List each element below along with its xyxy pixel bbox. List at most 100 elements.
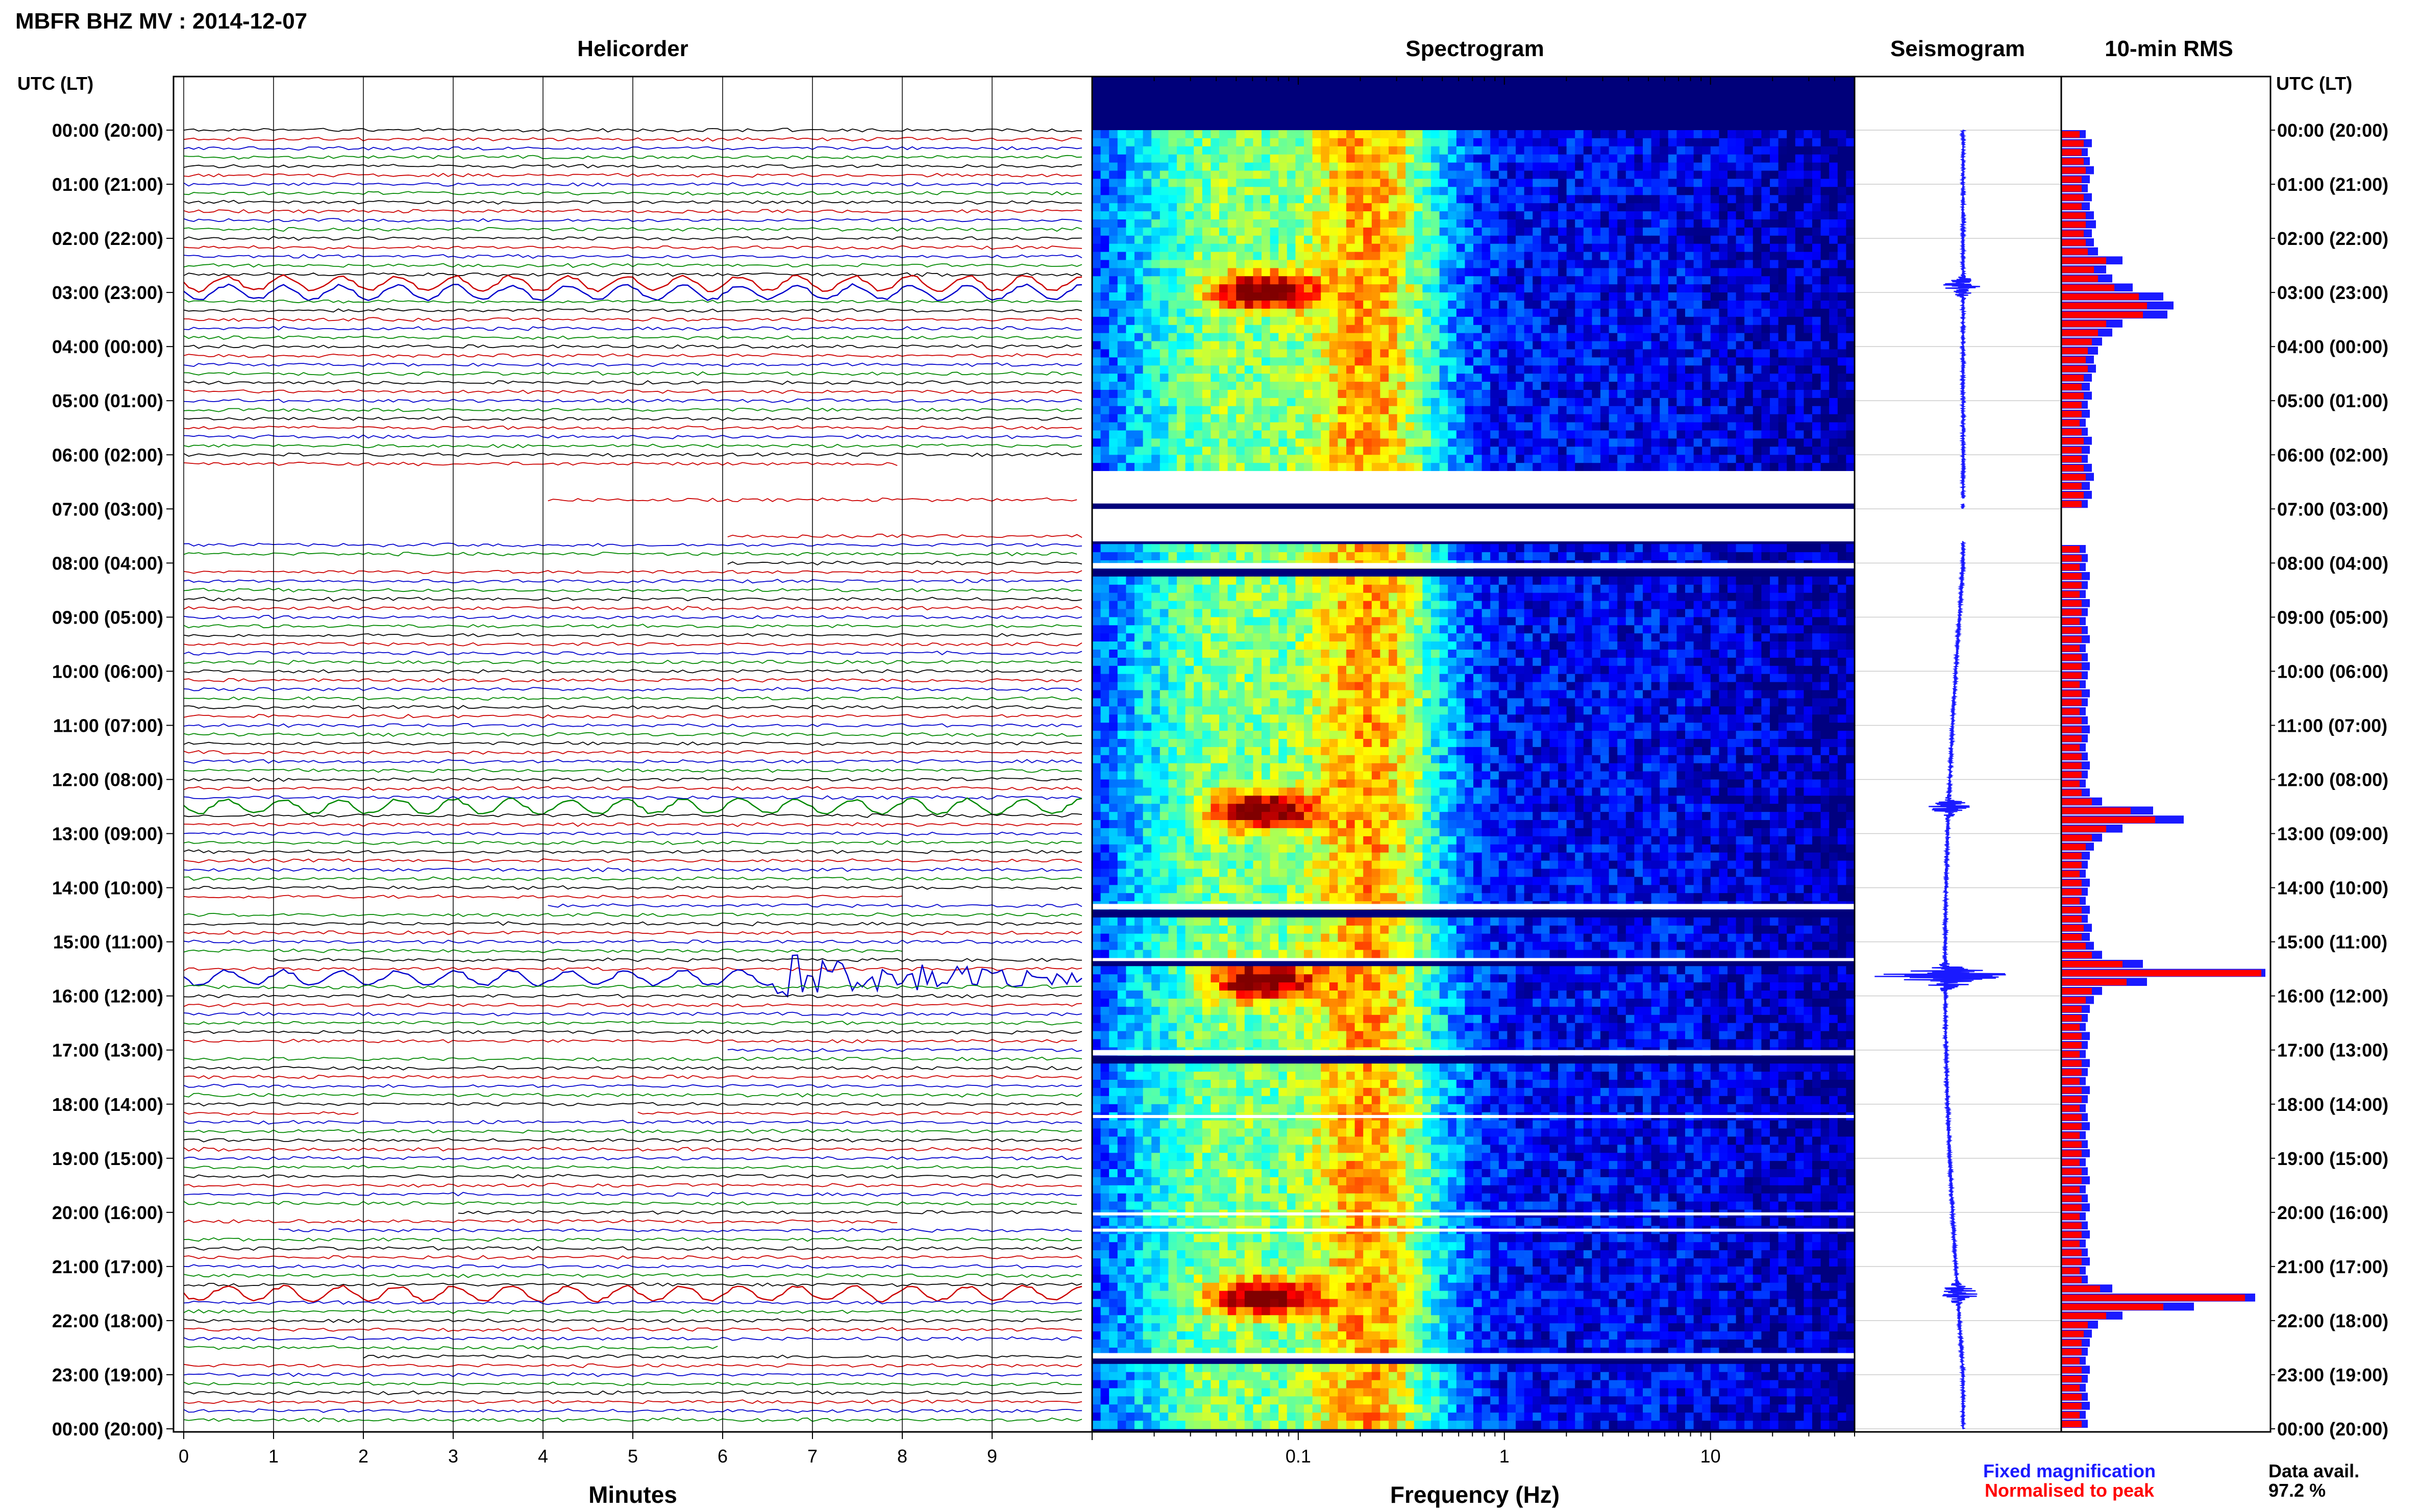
spectrogram-cell bbox=[1600, 609, 1610, 617]
spectrogram-cell bbox=[1795, 187, 1804, 195]
spectrogram-cell bbox=[1456, 544, 1465, 553]
spectrogram-cell bbox=[1312, 641, 1321, 650]
spectrogram-cell bbox=[1278, 179, 1288, 187]
spectrogram-cell bbox=[1787, 422, 1796, 431]
spectrogram-cell bbox=[1414, 398, 1423, 407]
spectrogram-cell bbox=[1405, 284, 1415, 293]
spectrogram-cell bbox=[1295, 374, 1304, 382]
spectrogram-cell bbox=[1177, 195, 1186, 204]
spectrogram-cell bbox=[1812, 455, 1821, 463]
spectrogram-cell bbox=[1168, 260, 1177, 268]
spectrogram-cell bbox=[1804, 406, 1813, 415]
spectrogram-cell bbox=[1397, 625, 1406, 634]
spectrogram-cell bbox=[1490, 422, 1499, 431]
spectrogram-cell bbox=[1829, 301, 1838, 309]
spectrogram-cell bbox=[1380, 382, 1389, 390]
spectrogram-cell bbox=[1389, 414, 1398, 423]
spectrogram-cell bbox=[1185, 657, 1194, 666]
spectrogram-cell bbox=[1143, 301, 1152, 309]
spectrogram-cell bbox=[1177, 406, 1186, 415]
spectrogram-cell bbox=[1668, 308, 1677, 317]
spectrogram-cell bbox=[1219, 406, 1228, 415]
spectrogram-cell bbox=[1507, 195, 1516, 204]
spectrogram-cell bbox=[1778, 349, 1787, 358]
spectrogram-cell bbox=[1804, 382, 1813, 390]
spectrogram-cell bbox=[1795, 170, 1804, 179]
spectrogram-cell bbox=[1143, 243, 1152, 253]
spectrogram-cell bbox=[1685, 162, 1694, 171]
spectrogram-cell bbox=[1262, 130, 1271, 139]
spectrogram-cell bbox=[1533, 552, 1542, 561]
spectrogram-cell bbox=[1456, 333, 1465, 342]
spectrogram-cell bbox=[1498, 195, 1508, 204]
spectrogram-cell bbox=[1143, 333, 1152, 342]
spectrogram-cell bbox=[1168, 227, 1177, 236]
spectrogram-cell bbox=[1600, 357, 1610, 366]
spectrogram-cell bbox=[1583, 219, 1592, 228]
spectrogram-cell bbox=[1617, 170, 1626, 179]
spectrogram-cell bbox=[1194, 657, 1203, 666]
spectrogram-cell bbox=[1829, 414, 1838, 423]
spectrogram-cell bbox=[1719, 349, 1728, 358]
spectrogram-cell bbox=[1558, 430, 1567, 439]
spectrogram-cell bbox=[1202, 252, 1211, 261]
spectrogram-cell bbox=[1397, 162, 1406, 171]
spectrogram-cell bbox=[1558, 414, 1567, 423]
spectrogram-cell bbox=[1668, 211, 1677, 220]
spectrogram-cell bbox=[1516, 576, 1525, 585]
spectrogram-cell bbox=[1829, 422, 1838, 431]
spectrogram-cell bbox=[1134, 552, 1144, 561]
spectrogram-cell bbox=[1244, 455, 1253, 463]
spectrogram-cell bbox=[1465, 243, 1474, 253]
spectrogram-cell bbox=[1829, 235, 1838, 244]
spectrogram-cell bbox=[1592, 544, 1601, 553]
spectrogram-cell bbox=[1278, 292, 1288, 301]
spectrogram-cell bbox=[1448, 252, 1457, 261]
spectrogram-cell bbox=[1482, 398, 1491, 407]
spectrogram-cell bbox=[1507, 617, 1516, 626]
spectrogram-cell bbox=[1329, 617, 1338, 626]
spectrogram-cell bbox=[1456, 187, 1465, 195]
spectrogram-cell bbox=[1126, 617, 1135, 626]
spectrogram-cell bbox=[1100, 268, 1109, 277]
spectrogram-cell bbox=[1227, 146, 1237, 155]
spectrogram-cell bbox=[1752, 308, 1762, 317]
spectrogram-cell bbox=[1575, 609, 1584, 617]
spectrogram-cell bbox=[1363, 374, 1372, 382]
spectrogram-cell bbox=[1287, 650, 1296, 658]
spectrogram-cell bbox=[1676, 390, 1686, 399]
spectrogram-cell bbox=[1727, 365, 1737, 374]
spectrogram-cell bbox=[1380, 308, 1389, 317]
spectrogram-cell bbox=[1363, 633, 1372, 642]
spectrogram-cell bbox=[1702, 211, 1711, 220]
spectrogram-cell bbox=[1507, 463, 1516, 472]
spectrogram-cell bbox=[1549, 584, 1559, 593]
spectrogram-cell bbox=[1456, 170, 1465, 179]
spectrogram-cell bbox=[1109, 138, 1118, 147]
spectrogram-cell bbox=[1482, 235, 1491, 244]
spectrogram-cell bbox=[1643, 357, 1652, 366]
spectrogram-cell bbox=[1804, 463, 1813, 472]
spectrogram-cell bbox=[1100, 584, 1109, 593]
spectrogram-cell bbox=[1693, 576, 1702, 585]
spectrogram-cell bbox=[1227, 398, 1237, 407]
spectrogram-cell bbox=[1465, 584, 1474, 593]
spectrogram-cell bbox=[1820, 187, 1830, 195]
spectrogram-cell bbox=[1516, 219, 1525, 228]
spectrogram-cell bbox=[1262, 341, 1271, 350]
spectrogram-cell bbox=[1287, 138, 1296, 147]
spectrogram-cell bbox=[1736, 154, 1745, 163]
spectrogram-cell bbox=[1092, 227, 1101, 236]
spectrogram-cell bbox=[1270, 609, 1279, 617]
spectrogram-cell bbox=[1651, 333, 1660, 342]
spectrogram-cell bbox=[1134, 243, 1144, 253]
spectrogram-cell bbox=[1126, 609, 1135, 617]
spectrogram-cell bbox=[1600, 601, 1610, 610]
spectrogram-cell bbox=[1634, 650, 1643, 658]
spectrogram-cell bbox=[1371, 382, 1380, 390]
spectrogram-cell bbox=[1287, 641, 1296, 650]
spectrogram-cell bbox=[1219, 301, 1228, 309]
spectrogram-cell bbox=[1100, 544, 1109, 553]
spectrogram-cell bbox=[1685, 292, 1694, 301]
